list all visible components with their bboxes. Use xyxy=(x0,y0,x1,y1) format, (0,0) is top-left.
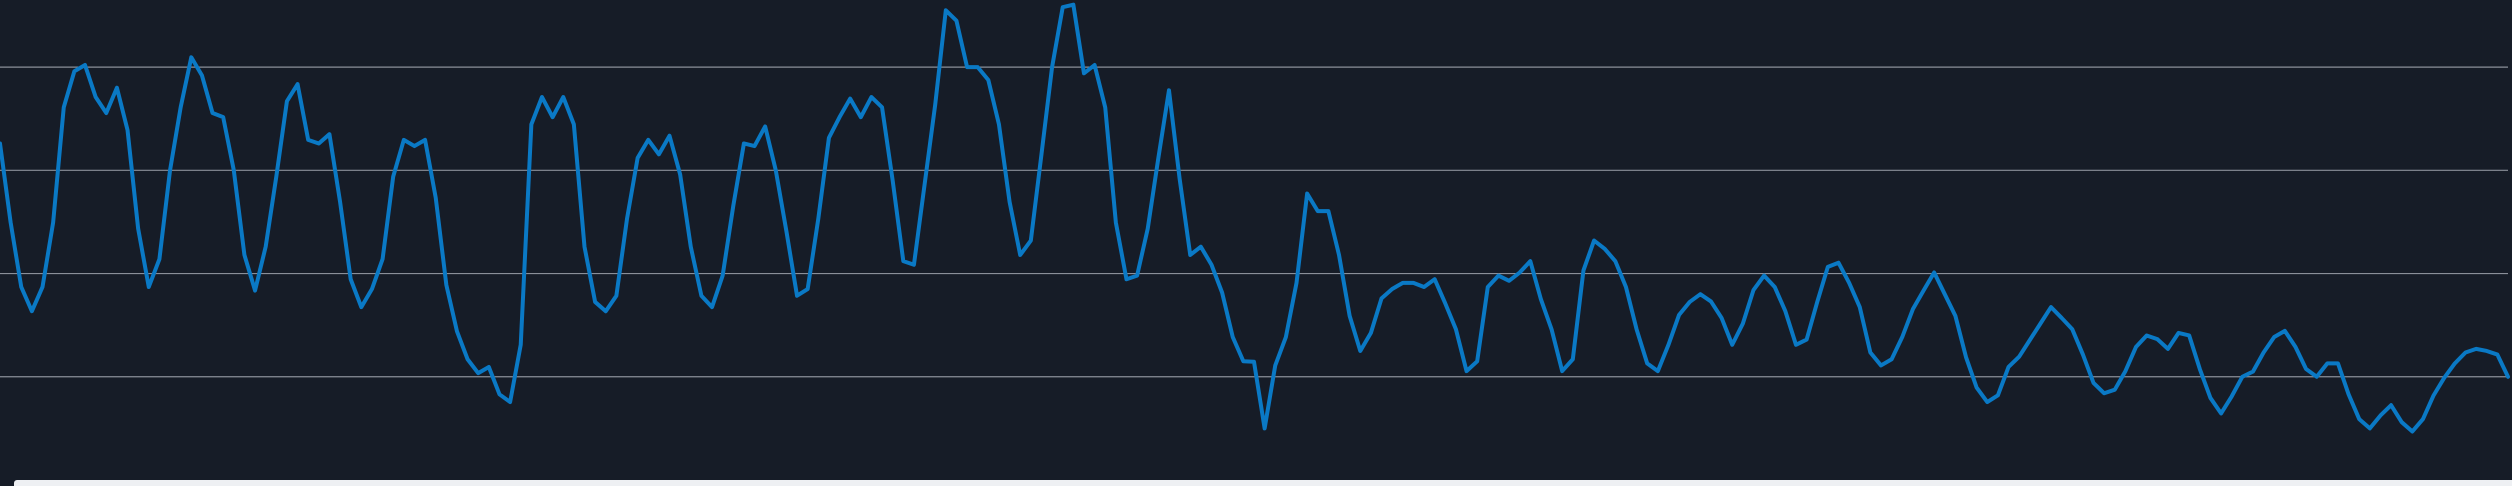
series-layer xyxy=(0,2,2510,434)
bottom-bar xyxy=(14,480,2512,486)
series-line-1 xyxy=(0,2,2510,434)
grid-layer xyxy=(0,66,2508,378)
